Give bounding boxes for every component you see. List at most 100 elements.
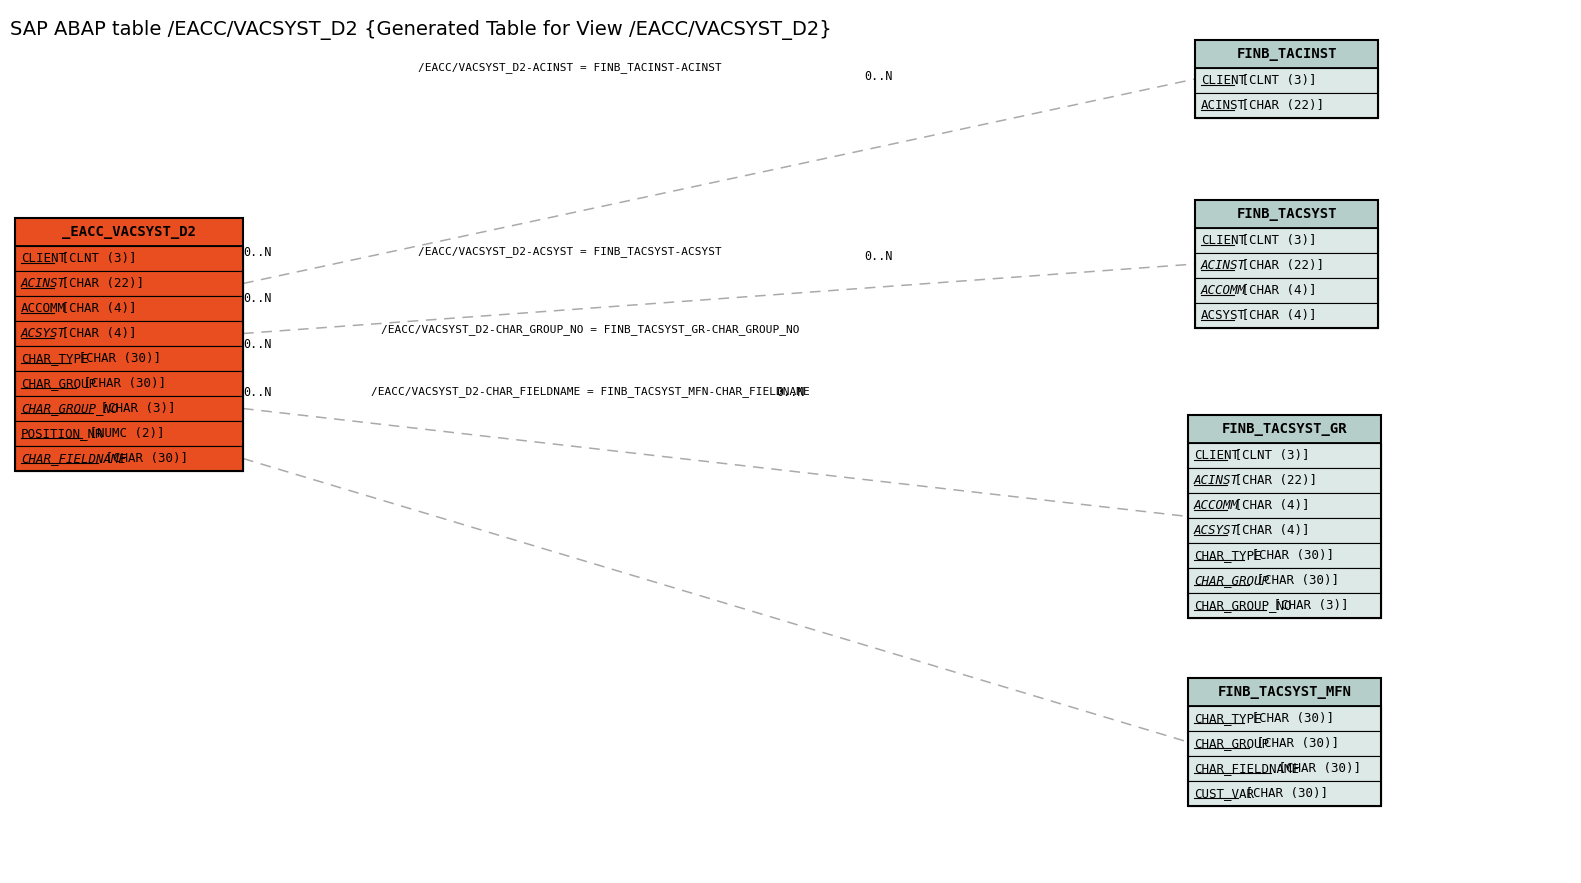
Bar [14, 296, 243, 321]
Bar [1187, 678, 1380, 706]
Bar [14, 321, 243, 346]
Bar [1187, 415, 1380, 618]
Text: CHAR_TYPE: CHAR_TYPE [21, 352, 89, 365]
Text: [CHAR (22)]: [CHAR (22)] [54, 277, 144, 290]
Text: CUST_VAR: CUST_VAR [1194, 787, 1254, 800]
Text: [CHAR (4)]: [CHAR (4)] [1227, 524, 1309, 537]
Text: FINB_TACSYST_GR: FINB_TACSYST_GR [1222, 422, 1347, 436]
Text: [CHAR (22)]: [CHAR (22)] [1235, 259, 1325, 272]
Bar [14, 346, 243, 371]
Text: [CHAR (3)]: [CHAR (3)] [1266, 599, 1349, 612]
Bar [1187, 731, 1380, 756]
Bar [1195, 228, 1379, 253]
Text: CHAR_FIELDNAME: CHAR_FIELDNAME [1194, 762, 1300, 775]
Text: [CHAR (30)]: [CHAR (30)] [1244, 712, 1334, 725]
Bar [14, 246, 243, 271]
Bar [1187, 756, 1380, 781]
Text: 0..N: 0..N [243, 245, 272, 259]
Bar [14, 271, 243, 296]
Text: CLIENT: CLIENT [1202, 74, 1246, 87]
Text: [CHAR (22)]: [CHAR (22)] [1235, 99, 1325, 112]
Bar [1195, 40, 1379, 68]
Bar [1187, 678, 1380, 806]
Bar [1187, 415, 1380, 443]
Text: [CHAR (30)]: [CHAR (30)] [98, 452, 188, 465]
Text: FINB_TACSYST_MFN: FINB_TACSYST_MFN [1217, 685, 1352, 699]
Text: [CHAR (22)]: [CHAR (22)] [1227, 474, 1317, 487]
Text: [CHAR (4)]: [CHAR (4)] [1235, 309, 1317, 322]
Bar [14, 421, 243, 446]
Text: CHAR_GROUP: CHAR_GROUP [1194, 737, 1270, 750]
Text: CHAR_TYPE: CHAR_TYPE [1194, 549, 1262, 562]
Text: ACCOMM: ACCOMM [21, 302, 66, 315]
Text: [CLNT (3)]: [CLNT (3)] [1227, 449, 1309, 462]
Text: CLIENT: CLIENT [21, 252, 66, 265]
Bar [1187, 443, 1380, 468]
Text: ACSYST: ACSYST [21, 327, 66, 340]
Text: 0..N: 0..N [243, 338, 272, 351]
Text: POSITION_NR: POSITION_NR [21, 427, 103, 440]
Text: 0..N: 0..N [243, 386, 272, 398]
Text: SAP ABAP table /EACC/VACSYST_D2 {Generated Table for View /EACC/VACSYST_D2}: SAP ABAP table /EACC/VACSYST_D2 {Generat… [9, 20, 832, 40]
Text: [CHAR (30)]: [CHAR (30)] [71, 352, 161, 365]
Text: 0..N: 0..N [865, 250, 893, 262]
Bar [1195, 253, 1379, 278]
Bar [1195, 200, 1379, 228]
Text: CHAR_TYPE: CHAR_TYPE [1194, 712, 1262, 725]
Text: ACSYST: ACSYST [1194, 524, 1240, 537]
Text: CHAR_GROUP: CHAR_GROUP [1194, 574, 1270, 587]
Text: [CHAR (30)]: [CHAR (30)] [1244, 549, 1334, 562]
Text: [CHAR (30)]: [CHAR (30)] [1271, 762, 1361, 775]
Bar [1187, 468, 1380, 493]
Text: 0..N: 0..N [776, 386, 805, 398]
Text: 0..N: 0..N [243, 291, 272, 305]
Bar [1187, 518, 1380, 543]
Text: [CHAR (4)]: [CHAR (4)] [1227, 499, 1309, 512]
Text: CHAR_FIELDNAME: CHAR_FIELDNAME [21, 452, 126, 465]
Text: CHAR_GROUP_NO: CHAR_GROUP_NO [21, 402, 119, 415]
Bar [1195, 93, 1379, 118]
Text: [CHAR (3)]: [CHAR (3)] [93, 402, 175, 415]
Text: _EACC_VACSYST_D2: _EACC_VACSYST_D2 [62, 225, 196, 239]
Text: ACCOMM: ACCOMM [1202, 284, 1246, 297]
Text: [CHAR (30)]: [CHAR (30)] [1238, 787, 1328, 800]
Text: ACINST: ACINST [1194, 474, 1240, 487]
Text: ACINST: ACINST [1202, 99, 1246, 112]
Text: [CHAR (4)]: [CHAR (4)] [1235, 284, 1317, 297]
Text: /EACC/VACSYST_D2-ACINST = FINB_TACINST-ACINST: /EACC/VACSYST_D2-ACINST = FINB_TACINST-A… [417, 63, 723, 73]
Text: CLIENT: CLIENT [1202, 234, 1246, 247]
Bar [14, 218, 243, 471]
Text: ACINST: ACINST [1202, 259, 1246, 272]
Text: FINB_TACINST: FINB_TACINST [1236, 47, 1338, 61]
Text: 0..N: 0..N [865, 70, 893, 82]
Text: CHAR_GROUP_NO: CHAR_GROUP_NO [1194, 599, 1292, 612]
Text: CHAR_GROUP: CHAR_GROUP [21, 377, 96, 390]
Bar [1187, 568, 1380, 593]
Bar [14, 396, 243, 421]
Bar [1195, 200, 1379, 328]
Bar [1195, 68, 1379, 93]
Bar [1187, 593, 1380, 618]
Text: ACSYST: ACSYST [1202, 309, 1246, 322]
Text: [CHAR (30)]: [CHAR (30)] [76, 377, 166, 390]
Text: [CHAR (30)]: [CHAR (30)] [1249, 737, 1339, 750]
Text: /EACC/VACSYST_D2-CHAR_GROUP_NO = FINB_TACSYST_GR-CHAR_GROUP_NO: /EACC/VACSYST_D2-CHAR_GROUP_NO = FINB_TA… [381, 325, 800, 336]
Bar [1195, 303, 1379, 328]
Text: [NUMC (2)]: [NUMC (2)] [82, 427, 164, 440]
Text: [CLNT (3)]: [CLNT (3)] [54, 252, 136, 265]
Text: [CLNT (3)]: [CLNT (3)] [1235, 74, 1317, 87]
Bar [14, 218, 243, 246]
Bar [1187, 706, 1380, 731]
Bar [14, 446, 243, 471]
Text: FINB_TACSYST: FINB_TACSYST [1236, 207, 1338, 221]
Text: /EACC/VACSYST_D2-CHAR_FIELDNAME = FINB_TACSYST_MFN-CHAR_FIELDNAME: /EACC/VACSYST_D2-CHAR_FIELDNAME = FINB_T… [370, 387, 809, 397]
Text: ACINST: ACINST [21, 277, 66, 290]
Text: /EACC/VACSYST_D2-ACSYST = FINB_TACSYST-ACSYST: /EACC/VACSYST_D2-ACSYST = FINB_TACSYST-A… [417, 246, 723, 258]
Text: [CHAR (4)]: [CHAR (4)] [54, 302, 136, 315]
Bar [14, 371, 243, 396]
Bar [1187, 493, 1380, 518]
Text: [CHAR (30)]: [CHAR (30)] [1249, 574, 1339, 587]
Text: ACCOMM: ACCOMM [1194, 499, 1240, 512]
Bar [1195, 278, 1379, 303]
Text: [CHAR (4)]: [CHAR (4)] [54, 327, 136, 340]
